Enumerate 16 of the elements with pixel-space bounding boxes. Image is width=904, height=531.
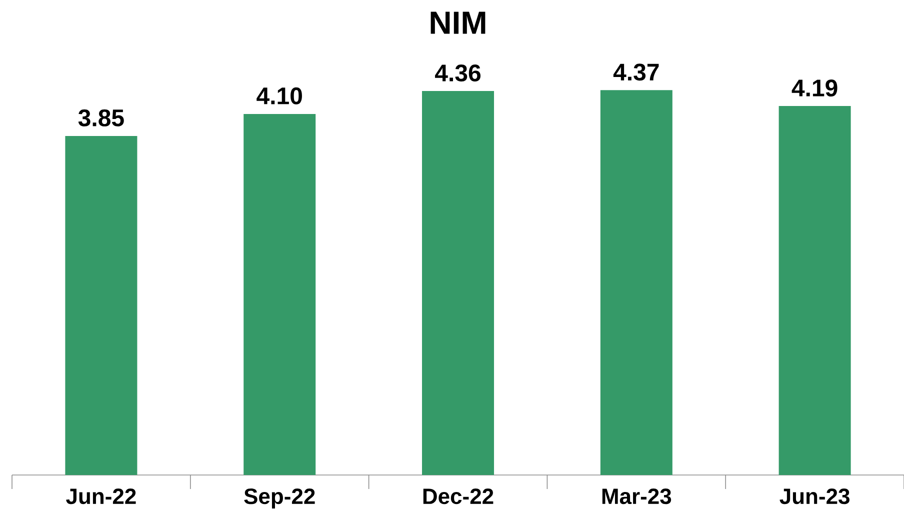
data-label: 4.36 — [435, 64, 480, 82]
bar — [778, 106, 851, 475]
bar — [422, 91, 494, 475]
data-label: 4.19 — [792, 80, 838, 96]
x-tick-label: Jun-23 — [780, 488, 850, 504]
x-tick-label: Dec-22 — [423, 488, 494, 504]
data-label: 4.37 — [613, 64, 659, 81]
bar — [65, 136, 138, 475]
x-tick-label: Jun-22 — [66, 488, 136, 504]
x-tick-label: Sep-22 — [244, 488, 315, 508]
data-label: 3.85 — [78, 109, 124, 126]
bar — [244, 114, 316, 475]
chart-title: NIM — [430, 12, 486, 34]
bar — [600, 90, 672, 475]
data-label: 4.10 — [256, 87, 302, 104]
x-tick-label: Mar-23 — [602, 488, 672, 504]
